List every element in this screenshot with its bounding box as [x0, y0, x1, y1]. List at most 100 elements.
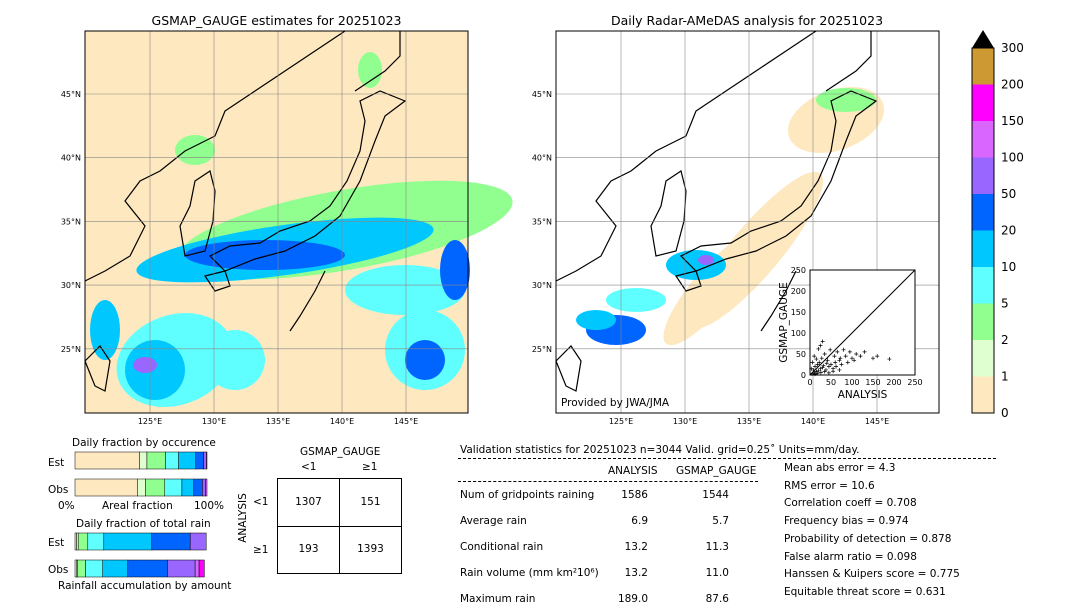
est-label: Est [48, 457, 65, 469]
bar-segment [74, 451, 140, 470]
col-header: ANALYSIS [608, 465, 658, 477]
lon-tick-label: 145°E [865, 417, 889, 426]
scatter-point [875, 354, 880, 359]
colorbar-label: 2 [1001, 333, 1009, 347]
bar-segment [165, 451, 179, 470]
rain-area [133, 357, 157, 373]
coastline [760, 270, 797, 332]
scatter-point [832, 354, 837, 359]
bar-segment [178, 451, 197, 470]
coastline [650, 170, 687, 257]
colorbar-swatch [972, 157, 994, 194]
x-axis-label: ANALYSIS [838, 389, 888, 401]
gsmap-value: 87.6 [705, 593, 729, 605]
scatter-point [818, 370, 823, 375]
scatter-point [835, 349, 840, 354]
rain-area [125, 340, 185, 400]
scatter-point [838, 356, 843, 361]
coastline [179, 170, 216, 257]
scatter-point [815, 371, 820, 376]
lat-tick-label: 25°N [61, 345, 81, 354]
bar-segment [181, 478, 195, 497]
bar-segment [137, 478, 146, 497]
colorbar-swatch [972, 194, 994, 231]
col-label: <1 [301, 461, 317, 473]
lat-tick-label: 40°N [61, 154, 81, 163]
bar-segment [151, 532, 191, 551]
lon-tick-label: 130°E [202, 417, 226, 426]
scatter-point [810, 371, 815, 376]
lat-tick-label: 35°N [61, 217, 81, 226]
coastline [208, 90, 407, 272]
colorbar-swatch [972, 376, 994, 413]
colorbar-swatch [972, 303, 994, 340]
bar-segment [189, 532, 207, 551]
coastline [679, 90, 878, 272]
bar-segment [74, 478, 138, 497]
colorbar-label: 50 [1001, 187, 1016, 201]
stat-label: Num of gridpoints raining [460, 489, 595, 501]
scatter-inset: 00 50 50 100 100 150 150 200 200 250 250 ANALYSIS GS… [778, 266, 923, 401]
analysis-value: 1586 [621, 489, 648, 501]
rain-area [576, 310, 616, 330]
cell: 151 [360, 496, 381, 508]
rain-area [698, 255, 714, 265]
scatter-point [845, 360, 850, 365]
lat-tick-label: 40°N [532, 154, 552, 163]
analysis-value: 6.9 [631, 515, 648, 527]
map-frame [555, 30, 940, 414]
bar-segment [202, 478, 206, 497]
y-tick-label: 200 [791, 287, 806, 296]
scatter-point [828, 347, 833, 352]
scatter-point [821, 363, 826, 368]
bar-segment [77, 559, 86, 578]
gsmap-value: 5.7 [712, 515, 729, 527]
colorbar-label: 5 [1001, 297, 1009, 311]
analysis-value: 13.2 [624, 541, 648, 553]
maps-layer: 125°E45°N130°E40°N135°E35°N140°E30°N145°… [61, 30, 1024, 426]
gsmap-value: 11.0 [705, 567, 729, 579]
left-map: 125°E 45°N 130°E 40°N 135°E 35°N 140°E 30°N 145°… [61, 30, 513, 426]
lon-tick-label: 145°E [394, 417, 418, 426]
score: Hanssen & Kuipers score = 0.775 [784, 568, 960, 581]
colorbar-swatch [972, 230, 994, 267]
x-tick-label: 0 [807, 378, 812, 387]
colorbar-label: 300 [1001, 41, 1024, 55]
lon-tick-label: 125°E [609, 417, 633, 426]
lon-tick-label: 140°E [801, 417, 825, 426]
bar-segment [193, 478, 203, 497]
scatter-point [843, 354, 848, 359]
scatter-point [824, 361, 829, 366]
axis-max-label: 100% [194, 500, 225, 512]
scatter-point [862, 349, 867, 354]
axis-label: Areal fraction [102, 500, 173, 512]
bar-segment [139, 451, 148, 470]
coastline [555, 30, 817, 282]
rain-area [205, 330, 265, 390]
scatter-point [818, 366, 823, 371]
rain-area [90, 300, 120, 360]
bar-segment [205, 478, 208, 497]
lon-tick-label: 135°E [737, 417, 761, 426]
score: Equitable threat score = 0.631 [784, 585, 946, 598]
data-credit: Provided by JWA/JMA [561, 397, 670, 409]
bar-segment [167, 559, 196, 578]
bar-segment [102, 559, 129, 578]
cell: 193 [298, 543, 319, 555]
colorbar-label: 0 [1001, 406, 1009, 420]
bar-segment [206, 451, 208, 470]
scatter-point [837, 358, 842, 363]
bar-segment [195, 451, 204, 470]
rain-area [666, 250, 726, 280]
scatter-point [826, 370, 831, 375]
scatter-point [816, 368, 821, 373]
scatter-point [871, 356, 875, 361]
contingency-col-title: GSMAP_GAUGE [300, 446, 381, 458]
coastline [825, 31, 872, 92]
colorbar-frame [971, 47, 995, 414]
scatter-point [822, 352, 827, 356]
colorbar-swatch [972, 48, 994, 85]
colorbar-label: 100 [1001, 151, 1024, 165]
coastline [289, 270, 326, 332]
score: False alarm ratio = 0.098 [784, 550, 917, 563]
